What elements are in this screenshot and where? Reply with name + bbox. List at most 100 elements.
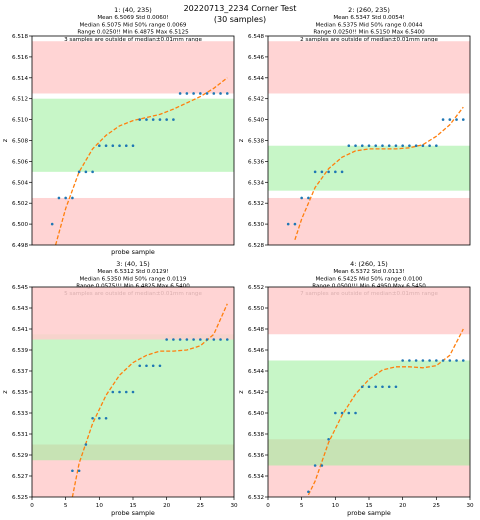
data-point (219, 92, 222, 95)
data-point (104, 416, 108, 420)
x-axis-label: probe sample (111, 248, 155, 256)
x-tick-label: 25 (433, 503, 441, 509)
y-axis-label: z (1, 390, 9, 394)
y-tick-label: 6.548 (248, 34, 264, 40)
data-point (91, 416, 94, 420)
tolerance-band (268, 360, 470, 466)
data-point (104, 144, 108, 148)
data-point (307, 490, 310, 494)
data-point (111, 144, 115, 148)
data-point (414, 144, 418, 148)
tolerance-band (32, 98, 234, 172)
subplot-header-line: 1: (40, 235) (114, 6, 152, 14)
data-point (360, 385, 364, 389)
data-point (367, 385, 371, 389)
subplot-header-line: Mean 6.5372 Std 0.0113! (333, 269, 404, 275)
y-tick-label: 6.552 (248, 285, 264, 291)
data-point (428, 359, 431, 362)
subplot-header-line: Range 0.0250!! Min 6.4875 Max 6.5125 (77, 30, 189, 36)
data-point (165, 118, 168, 121)
data-point (138, 364, 142, 368)
y-tick-label: 6.510 (12, 118, 28, 124)
data-point (145, 118, 148, 121)
data-point (145, 364, 148, 368)
subplot-header-line: Median 6.5075 Mid 50% range 0.0069 (79, 22, 186, 28)
y-tick-label: 6.500 (12, 222, 28, 228)
data-point (320, 170, 324, 174)
data-point (98, 416, 101, 420)
data-point (435, 144, 438, 148)
data-point (50, 222, 54, 226)
subplot-header-line: Mean 6.5312 Std 0.0129! (97, 269, 168, 275)
data-point (111, 390, 115, 394)
y-tick-label: 6.506 (12, 159, 28, 165)
x-tick-label: 15 (365, 503, 373, 509)
data-point (455, 359, 458, 362)
data-point (441, 118, 445, 121)
y-tick-label: 6.504 (12, 180, 28, 186)
y-tick-label: 6.548 (248, 327, 264, 333)
y-tick-label: 6.529 (12, 453, 28, 459)
y-tick-label: 6.546 (248, 55, 264, 61)
fit-curve (54, 77, 228, 246)
y-tick-label: 6.532 (248, 201, 264, 207)
y-axis-label: z (237, 138, 245, 142)
data-point (205, 338, 209, 341)
tolerance-band (268, 197, 470, 245)
data-point (401, 359, 404, 362)
data-point (435, 359, 438, 362)
y-tick-label: 6.528 (248, 243, 264, 249)
data-point (64, 196, 67, 200)
y-tick-label: 6.527 (12, 474, 28, 480)
subplot-header-line: 3: (40, 15) (116, 260, 150, 268)
data-point (320, 464, 324, 467)
x-tick-label: 20 (399, 503, 407, 509)
x-tick-label: 30 (230, 503, 238, 509)
data-point (192, 92, 195, 95)
data-point (77, 469, 81, 473)
data-point (178, 92, 182, 95)
data-point (172, 338, 175, 341)
fit-curve (294, 106, 464, 241)
y-tick-label: 6.514 (12, 76, 28, 82)
y-tick-label: 6.534 (248, 180, 264, 186)
y-tick-label: 6.544 (248, 76, 264, 82)
data-point (340, 411, 344, 415)
subplot-header-line: Median 6.5425 Mid 50% range 0.0100 (315, 276, 422, 282)
data-point (347, 411, 351, 415)
data-point (165, 338, 168, 341)
data-point (151, 364, 155, 368)
data-point (118, 144, 121, 148)
data-point (158, 118, 162, 121)
data-point (428, 144, 431, 148)
data-point (192, 338, 195, 341)
data-point (98, 144, 101, 148)
data-point (381, 144, 384, 148)
data-point (286, 222, 290, 226)
fit-curve (71, 303, 228, 498)
x-tick-label: 0 (30, 503, 34, 509)
data-point (307, 196, 310, 200)
y-tick-label: 6.536 (248, 453, 264, 459)
data-point (151, 118, 155, 121)
data-point (225, 92, 229, 95)
data-point (414, 359, 418, 362)
y-axis-label: z (1, 138, 9, 142)
tolerance-band (32, 334, 234, 461)
data-point (212, 338, 216, 341)
data-point (408, 359, 411, 362)
subplot-header-line: 2 samples are outside of median±0.01mm r… (300, 37, 438, 43)
data-point (461, 359, 465, 362)
data-point (327, 170, 330, 174)
y-tick-label: 6.543 (12, 306, 28, 312)
tolerance-band (32, 287, 234, 340)
y-tick-label: 6.542 (248, 390, 264, 396)
y-tick-label: 6.540 (248, 118, 264, 124)
y-tick-label: 6.545 (12, 285, 28, 291)
data-point (71, 196, 74, 200)
y-tick-label: 6.498 (12, 243, 28, 249)
tolerance-band (32, 41, 234, 94)
data-point (394, 385, 398, 389)
x-tick-label: 10 (96, 503, 104, 509)
x-tick-label: 30 (466, 503, 474, 509)
